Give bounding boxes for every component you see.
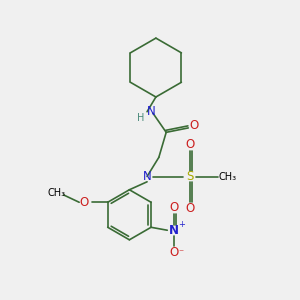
Text: ⁻: ⁻ (178, 248, 184, 258)
Text: O: O (190, 119, 199, 132)
Text: O: O (80, 196, 89, 209)
Text: N: N (143, 170, 152, 183)
Text: N: N (147, 105, 156, 118)
Text: O: O (185, 138, 194, 151)
Text: O: O (185, 202, 194, 215)
Text: O: O (169, 201, 178, 214)
Text: CH₃: CH₃ (219, 172, 237, 182)
Text: N: N (169, 224, 179, 237)
Text: H: H (137, 112, 144, 123)
Text: S: S (186, 170, 194, 183)
Text: O: O (169, 246, 178, 260)
Text: +: + (178, 220, 185, 229)
Text: CH₃: CH₃ (47, 188, 65, 198)
